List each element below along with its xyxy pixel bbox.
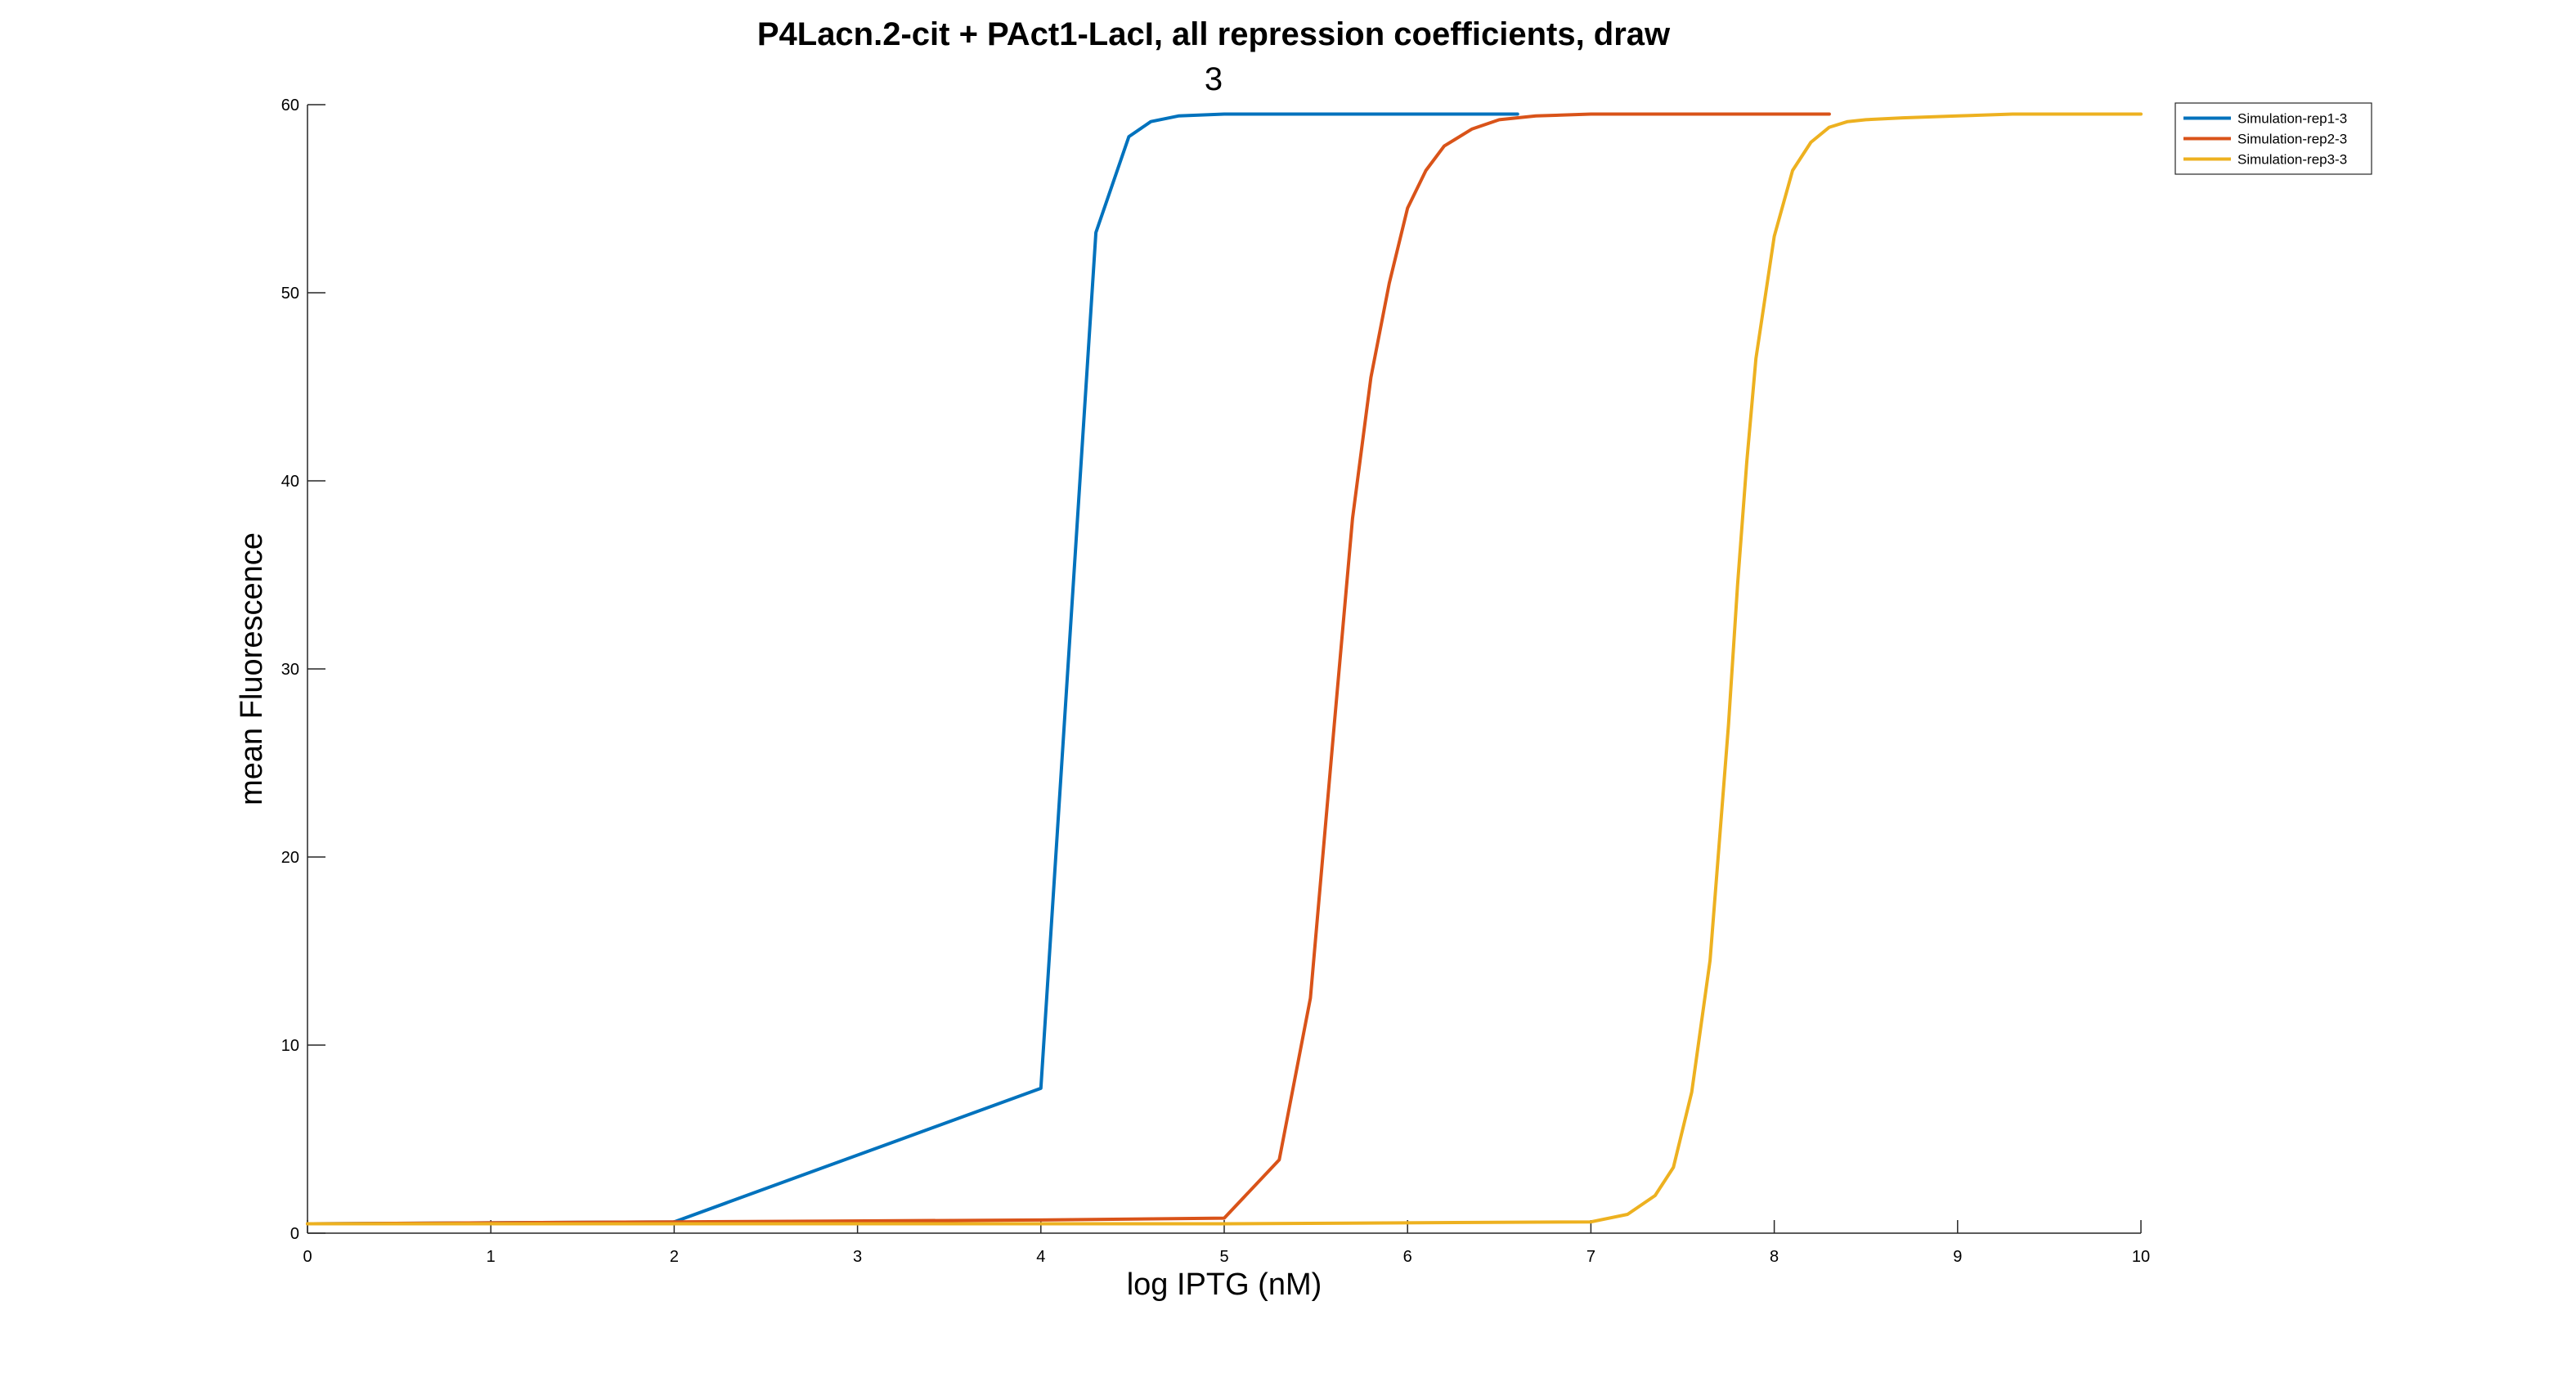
legend: Simulation-rep1-3 Simulation-rep2-3 Simula… bbox=[2174, 102, 2372, 175]
x-tick-label: 9 bbox=[1953, 1248, 1962, 1266]
y-tick-label: 20 bbox=[281, 849, 299, 867]
legend-label-1: Simulation-rep1-3 bbox=[2237, 111, 2347, 127]
x-axis-ticks: 0 1 2 3 4 5 6 7 8 9 10 bbox=[303, 1220, 2150, 1266]
y-tick-label: 30 bbox=[281, 661, 299, 679]
series-line-1 bbox=[306, 112, 1519, 1226]
axes: 0 1 2 3 4 5 6 7 8 9 10 0 10 20 30 40 50 60 bbox=[281, 96, 2150, 1266]
chart-title-line1: P4Lacn.2-cit + PAct1-LacI, all repressio… bbox=[757, 16, 1671, 52]
series-line-3 bbox=[306, 112, 2143, 1226]
legend-items: Simulation-rep1-3 Simulation-rep2-3 Simula… bbox=[2183, 111, 2347, 168]
x-tick-label: 10 bbox=[2132, 1248, 2150, 1266]
x-axis-label: log IPTG (nM) bbox=[1127, 1268, 1322, 1302]
x-tick-label: 4 bbox=[1036, 1248, 1045, 1266]
chart-title-line2: 3 bbox=[1205, 61, 1223, 97]
chart-title: P4Lacn.2-cit + PAct1-LacI, all repressio… bbox=[757, 16, 1671, 97]
y-tick-label: 40 bbox=[281, 473, 299, 491]
x-tick-label: 1 bbox=[487, 1248, 496, 1266]
y-axis-ticks: 0 10 20 30 40 50 60 bbox=[281, 96, 325, 1243]
x-tick-label: 5 bbox=[1219, 1248, 1228, 1266]
x-tick-label: 3 bbox=[853, 1248, 862, 1266]
legend-label-2: Simulation-rep2-3 bbox=[2237, 132, 2347, 147]
y-tick-label: 50 bbox=[281, 285, 299, 303]
y-tick-label: 60 bbox=[281, 96, 299, 114]
series-line-2 bbox=[306, 112, 1831, 1226]
y-tick-label: 0 bbox=[290, 1225, 299, 1243]
x-tick-label: 7 bbox=[1586, 1248, 1595, 1266]
x-tick-label: 0 bbox=[303, 1248, 312, 1266]
plot-area bbox=[306, 112, 2143, 1226]
x-tick-label: 8 bbox=[1770, 1248, 1779, 1266]
legend-label-3: Simulation-rep3-3 bbox=[2237, 152, 2347, 168]
y-axis-label: mean Fluorescence bbox=[235, 532, 269, 805]
y-tick-label: 10 bbox=[281, 1037, 299, 1055]
x-tick-label: 6 bbox=[1403, 1248, 1412, 1266]
x-tick-label: 2 bbox=[670, 1248, 679, 1266]
